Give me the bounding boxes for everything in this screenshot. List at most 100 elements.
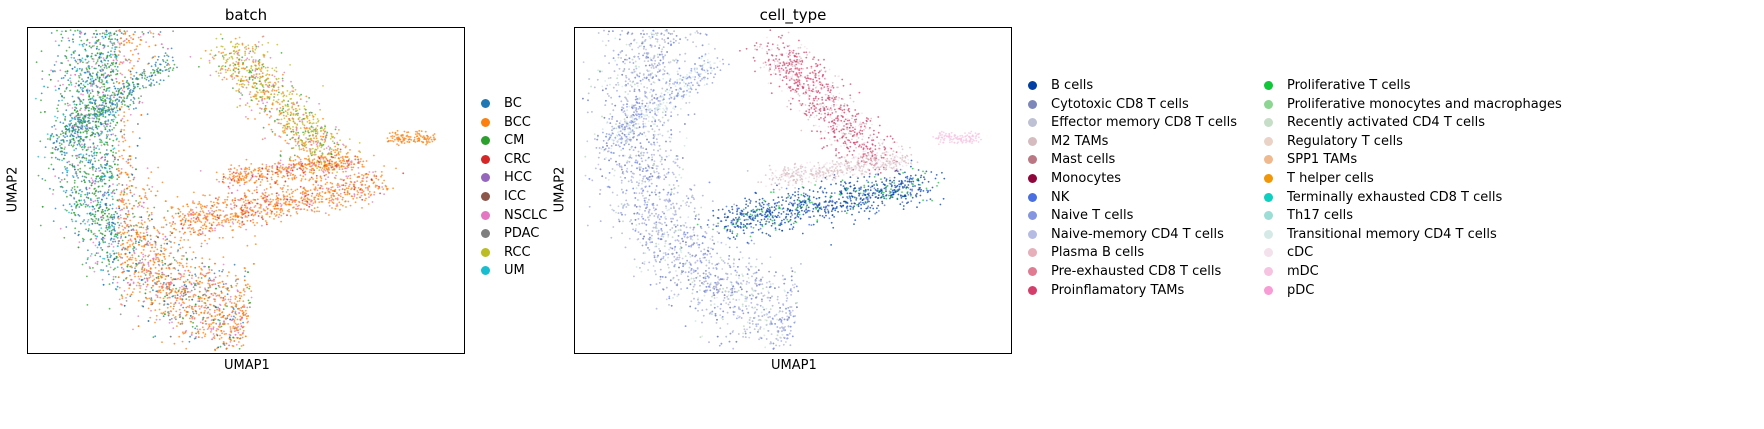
scatter-point (81, 161, 84, 163)
scatter-point (301, 118, 303, 121)
scatter-point (235, 278, 238, 281)
scatter-point (301, 199, 304, 202)
scatter-point (335, 126, 337, 128)
scatter-point (254, 94, 257, 97)
scatter-point (109, 256, 112, 259)
scatter-point (265, 83, 267, 86)
scatter-point (137, 60, 139, 63)
scatter-point (100, 81, 103, 84)
scatter-point (82, 140, 85, 142)
scatter-point (78, 75, 80, 77)
scatter-point (281, 84, 284, 87)
scatter-point (301, 143, 303, 146)
scatter-point (240, 83, 243, 86)
scatter-point (148, 254, 150, 257)
scatter-point (120, 222, 122, 225)
scatter-point (132, 242, 135, 245)
scatter-point (284, 131, 286, 134)
scatter-point (109, 204, 112, 207)
scatter-point (138, 243, 140, 246)
scatter-point (124, 227, 127, 229)
scatter-point (148, 75, 151, 78)
scatter-point (191, 298, 194, 301)
scatter-point (268, 110, 271, 113)
scatter-point (321, 153, 324, 155)
scatter-point (108, 307, 111, 310)
scatter-point (209, 284, 211, 287)
scatter-point (235, 313, 238, 316)
scatter-point (277, 77, 280, 80)
scatter-point (247, 47, 250, 50)
scatter-point (218, 214, 221, 217)
scatter-point (334, 151, 336, 154)
scatter-point (126, 259, 129, 262)
scatter-point (317, 141, 320, 143)
scatter-point (98, 185, 100, 188)
scatter-point (112, 176, 114, 178)
scatter-point (349, 149, 351, 151)
scatter-point (95, 47, 98, 50)
scatter-point (153, 206, 156, 209)
scatter-point (252, 60, 254, 62)
scatter-point (100, 227, 103, 230)
scatter-point (234, 298, 237, 300)
scatter-point (98, 80, 101, 82)
scatter-point (216, 328, 218, 330)
scatter-point (144, 194, 147, 197)
scatter-point (101, 166, 104, 169)
scatter-point (106, 135, 109, 138)
scatter-point (236, 82, 238, 85)
scatter-point (114, 116, 117, 119)
scatter-point (133, 251, 136, 254)
scatter-point (241, 67, 243, 70)
scatter-point (314, 128, 317, 131)
scatter-point (237, 290, 239, 293)
scatter-point (103, 46, 106, 48)
scatter-point (104, 209, 107, 212)
scatter-point (55, 134, 58, 136)
scatter-point (165, 294, 168, 297)
scatter-point (41, 78, 44, 80)
scatter-point (245, 79, 248, 82)
scatter-point (66, 195, 68, 198)
scatter-point (65, 124, 68, 127)
scatter-point (249, 76, 252, 79)
scatter-point (238, 300, 241, 302)
scatter-point (194, 303, 197, 306)
scatter-point (172, 256, 175, 259)
scatter-point (98, 177, 101, 180)
scatter-point (258, 67, 260, 70)
scatter-point (180, 290, 183, 293)
scatter-point (35, 97, 37, 100)
scatter-point (142, 249, 145, 251)
scatter-point (125, 160, 128, 163)
scatter-point (83, 125, 86, 128)
scatter-point (304, 111, 307, 114)
scatter-point (279, 136, 282, 138)
scatter-point (99, 122, 102, 124)
scatter-point (115, 46, 118, 48)
scatter-point (291, 192, 293, 195)
scatter-point (292, 90, 295, 93)
scatter-point (127, 213, 130, 216)
scatter-point (179, 295, 182, 298)
scatter-point (102, 115, 105, 118)
scatter-point (98, 197, 100, 199)
scatter-point (239, 319, 242, 321)
scatter-point (131, 195, 134, 197)
scatter-point (101, 73, 103, 76)
scatter-point (129, 61, 131, 64)
scatter-point (273, 207, 276, 210)
scatter-point (277, 118, 280, 121)
scatter-point (234, 63, 237, 66)
scatter-point (315, 137, 318, 140)
scatter-point (106, 62, 109, 65)
scatter-point (132, 102, 135, 105)
scatter-point (58, 44, 60, 47)
scatter-point (188, 280, 191, 283)
scatter-point (135, 240, 137, 243)
scatter-point (184, 289, 187, 292)
scatter-point (160, 226, 163, 229)
scatter-point (136, 85, 139, 88)
scatter-point (316, 167, 318, 170)
